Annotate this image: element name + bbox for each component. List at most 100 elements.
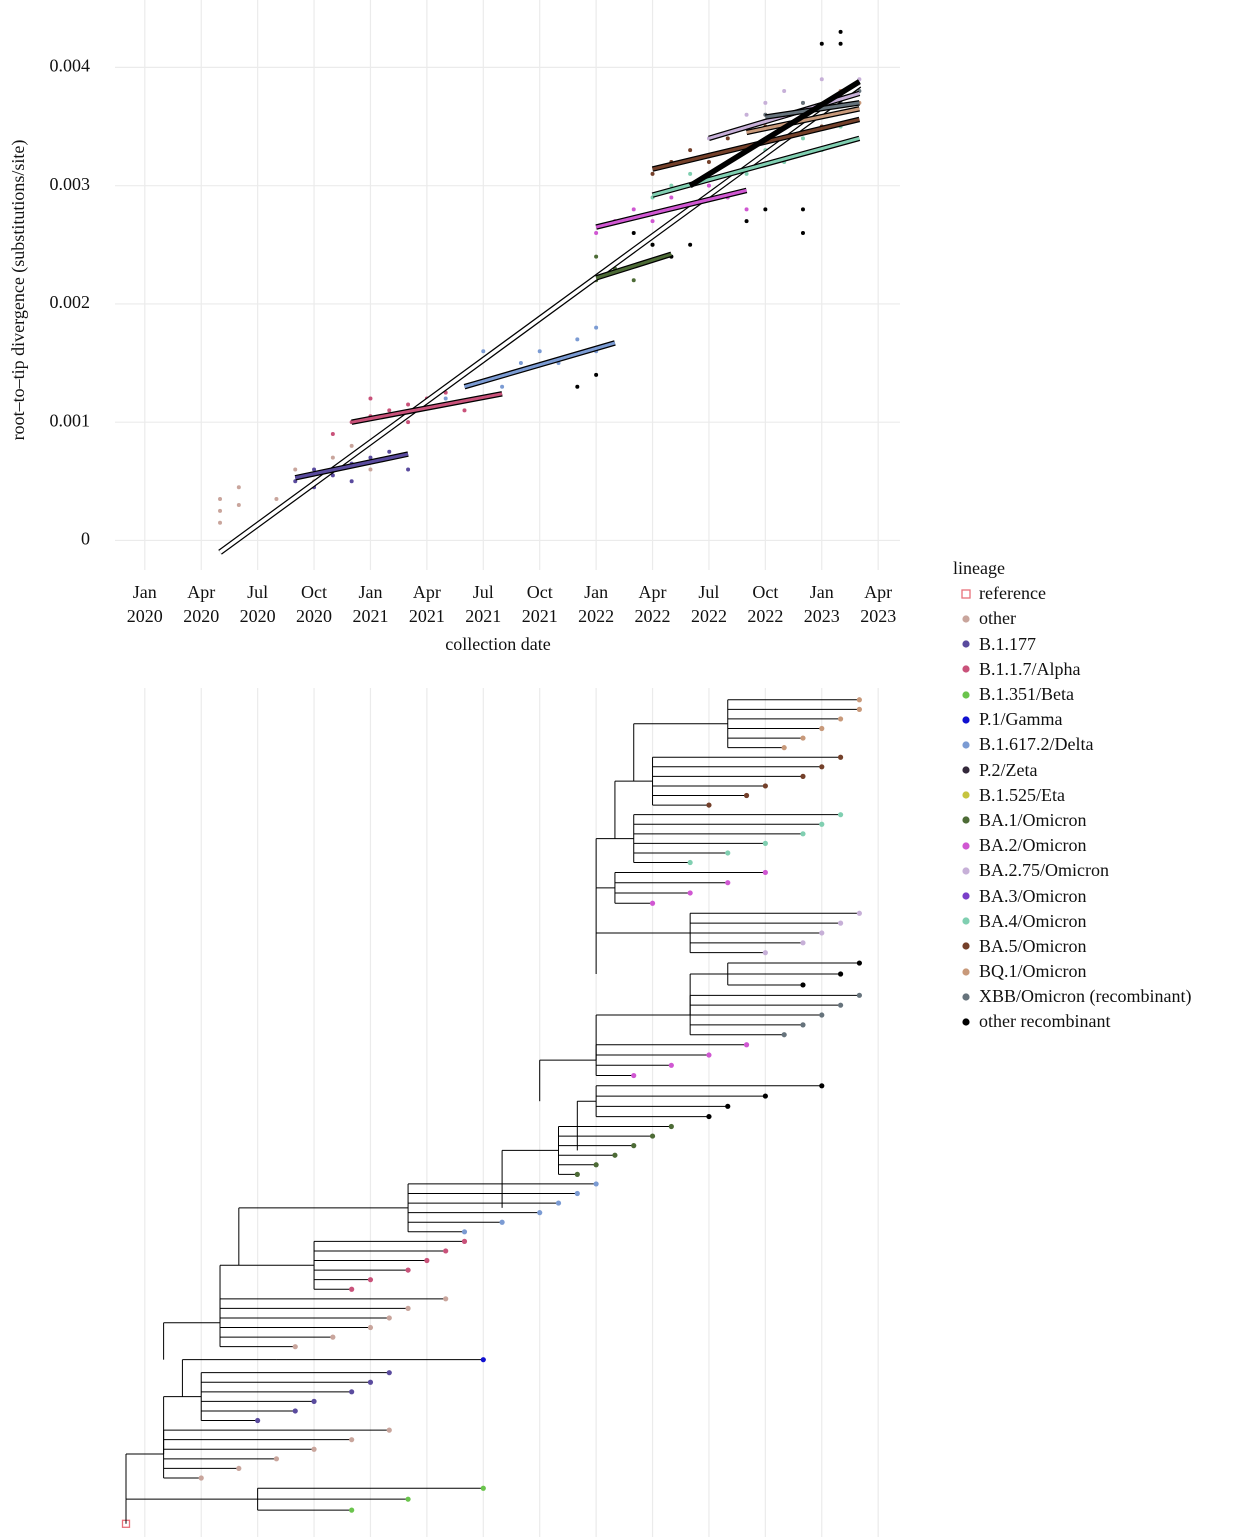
legend-symbol [962, 690, 970, 699]
legend-swatch [962, 716, 970, 724]
x-axis-title: collection date [445, 634, 550, 654]
legend-symbol [962, 640, 970, 648]
data-point [518, 361, 523, 366]
tip [405, 1496, 411, 1502]
tip [574, 1190, 580, 1197]
tip [837, 754, 844, 760]
legend-marker [953, 890, 979, 902]
legend-entry: B.1.1.7/Alpha [953, 657, 1191, 682]
data-point [368, 455, 373, 460]
data-point [800, 136, 805, 141]
legend-marker [953, 940, 979, 952]
legend-swatch [961, 589, 971, 599]
tip [837, 716, 844, 722]
data-point [819, 41, 824, 46]
legend-entry: B.1.617.2/Delta [953, 732, 1191, 757]
data-point [706, 160, 711, 165]
data-point [688, 242, 693, 247]
fit-line [464, 341, 616, 389]
data-point [744, 219, 749, 224]
data-point [838, 29, 843, 34]
legend-swatch [962, 842, 970, 850]
legend-label: BA.4/Omicron [979, 910, 1087, 931]
legend-entry: P.2/Zeta [953, 758, 1191, 783]
tip [537, 1210, 543, 1216]
y-tick-label: 0.004 [50, 56, 91, 76]
tip [800, 982, 806, 988]
tip [800, 773, 806, 779]
tip [762, 840, 768, 846]
data-point [236, 485, 241, 490]
data-point [594, 254, 599, 259]
data-point [368, 467, 373, 472]
fit-line [595, 252, 672, 280]
x-tick-label: Apr 2022 [634, 582, 671, 626]
legend-symbol [962, 867, 970, 875]
legend-entry: XBB/Omicron (recombinant) [953, 984, 1191, 1009]
data-point [330, 455, 335, 460]
tip [367, 1277, 374, 1283]
legend-entry: BA.2/Omicron [953, 833, 1191, 858]
legend-symbol [962, 791, 970, 799]
legend-swatch [962, 967, 970, 976]
tip [837, 920, 844, 926]
data-point [406, 402, 411, 407]
legend-entry: BA.5/Omicron [953, 934, 1191, 959]
data-point [387, 408, 392, 413]
data-point [631, 230, 636, 235]
x-tick-label: Apr 2021 [408, 582, 445, 626]
data-point [462, 408, 467, 413]
tip [687, 890, 693, 896]
x-tick-label: Apr 2023 [860, 582, 897, 626]
data-point [349, 443, 354, 448]
y-tick-label: 0.003 [50, 174, 91, 194]
legend-symbol [962, 665, 970, 673]
legend-entry: other [953, 606, 1191, 631]
legend-label: B.1.617.2/Delta [979, 734, 1094, 755]
data-point [669, 183, 674, 188]
legend-marker [953, 764, 979, 776]
data-point [387, 449, 392, 454]
tip [631, 1143, 637, 1149]
legend-entry: BA.2.75/Omicron [953, 858, 1191, 883]
data-point [274, 497, 279, 502]
legend: lineage reference other B.1.177 B.1.1.7/Alp… [953, 556, 1191, 1035]
tip [349, 1437, 355, 1443]
tip [273, 1456, 280, 1462]
tip [349, 1389, 355, 1395]
legend-label: B.1.1.7/Alpha [979, 658, 1081, 679]
tip [367, 1324, 374, 1331]
legend-swatch [962, 766, 970, 774]
tip [706, 1052, 712, 1058]
data-point [218, 508, 223, 513]
data-point [688, 171, 693, 176]
x-tick-label: Jan 2020 [126, 582, 163, 626]
legend-symbol [962, 967, 970, 976]
fit-line [595, 188, 747, 229]
tip [706, 1113, 712, 1120]
tip [349, 1286, 355, 1292]
overall-fit [218, 83, 861, 554]
legend-symbol [962, 816, 970, 825]
tip [819, 930, 825, 936]
fit-line [746, 107, 860, 134]
legend-swatch [962, 1018, 970, 1026]
tip [649, 900, 656, 906]
tip [631, 1072, 637, 1079]
data-point [312, 467, 317, 472]
tip [443, 1296, 449, 1302]
legend-swatch [962, 942, 970, 951]
legend-label: B.1.177 [979, 633, 1037, 654]
fit-line [689, 80, 861, 187]
legend-swatch [962, 665, 970, 673]
tip [330, 1334, 336, 1340]
legend-symbol [962, 892, 970, 900]
tip [800, 940, 806, 946]
legend-symbol [962, 842, 970, 850]
x-tick-label: Jan 2023 [803, 582, 840, 626]
data-point [650, 242, 655, 247]
y-axis-title: root–to–tip divergence (substitutions/si… [8, 140, 29, 441]
legend-swatch [962, 816, 970, 825]
legend-label: BA.5/Omicron [979, 935, 1087, 956]
